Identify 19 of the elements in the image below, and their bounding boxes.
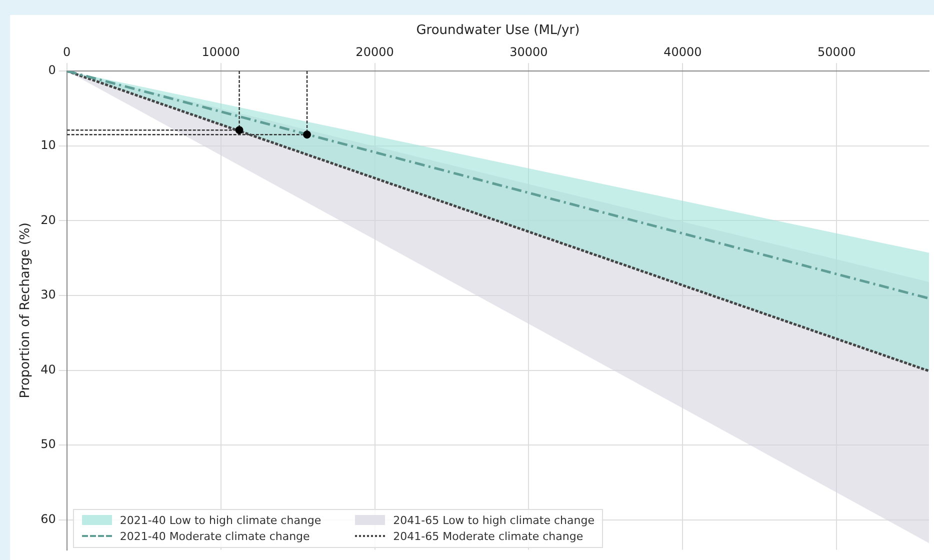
y-axis-title: Proportion of Recharge (%) xyxy=(18,222,34,398)
x-tick-label: 10000 xyxy=(202,44,240,59)
x-tick-label: 30000 xyxy=(510,44,548,59)
y-tick-label: 10 xyxy=(40,138,56,152)
x-tick-label: 20000 xyxy=(356,44,394,59)
y-tick-label: 50 xyxy=(40,437,56,452)
x-tick-label: 0 xyxy=(63,44,71,59)
y-tick-label: 0 xyxy=(48,63,56,78)
legend-label: 2021-40 Low to high climate change xyxy=(120,514,322,527)
y-tick-label: 60 xyxy=(40,512,56,526)
legend-label: 2041-65 Moderate climate change xyxy=(393,530,584,543)
legend-label: 2041-65 Low to high climate change xyxy=(393,514,594,527)
x-axis-title: Groundwater Use (ML/yr) xyxy=(416,23,580,38)
y-tick-label: 40 xyxy=(40,362,56,376)
legend-label: 2021-40 Moderate climate change xyxy=(120,530,310,543)
x-tick-label: 40000 xyxy=(664,44,702,59)
y-tick-label: 30 xyxy=(40,288,56,302)
x-tick-label: 50000 xyxy=(818,44,856,59)
y-tick-label: 20 xyxy=(40,212,56,227)
